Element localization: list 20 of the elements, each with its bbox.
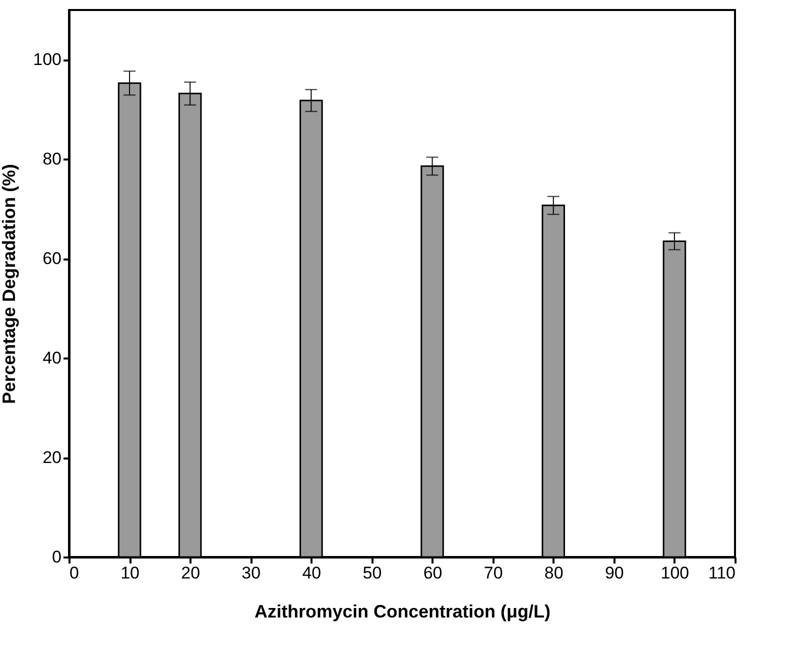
x-tick-label: 20 — [181, 564, 200, 582]
y-tick-label: 80 — [42, 150, 62, 169]
x-tick-label: 70 — [484, 564, 503, 582]
x-tick-label: 110 — [708, 564, 736, 582]
x-tick-label: 10 — [120, 564, 140, 582]
x-tick-label: 60 — [423, 564, 442, 582]
x-tick-label: 90 — [604, 564, 624, 582]
y-tick-label: 20 — [42, 448, 62, 468]
y-tick-label: 40 — [42, 348, 62, 368]
x-axis-title: Azithromycin Concentration (μg/L) — [254, 602, 551, 622]
x-tick-label: 100 — [660, 564, 690, 582]
y-tick-label: 100 — [33, 50, 62, 70]
y-tick-label: 0 — [52, 548, 62, 566]
x-tick-label: 40 — [302, 564, 322, 582]
x-tick-label: 0 — [70, 564, 79, 582]
y-tick-label: 60 — [42, 249, 62, 268]
x-tick-label: 80 — [544, 564, 564, 582]
x-tick-label: 30 — [242, 564, 261, 582]
y-axis-title: Percentage Degradation (%) — [0, 164, 20, 404]
x-tick-label: 50 — [362, 564, 382, 582]
